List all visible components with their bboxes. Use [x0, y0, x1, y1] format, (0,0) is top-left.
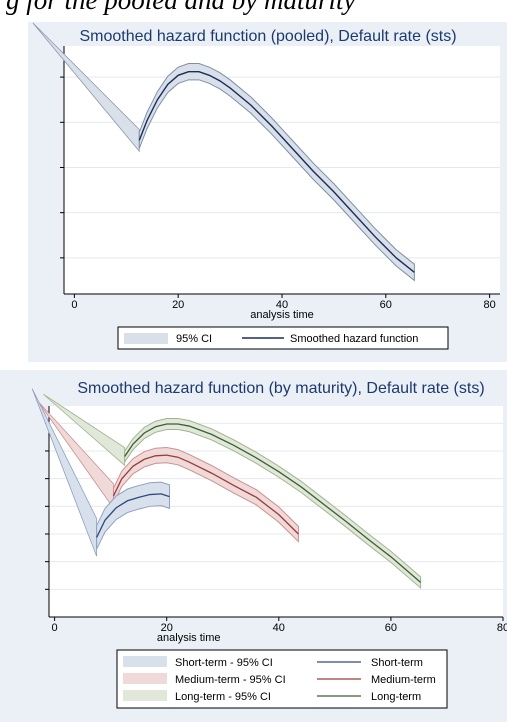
legend-swatch-ci: [123, 673, 167, 684]
legend-label-line: Short-term: [371, 657, 423, 669]
maturity-hazard-chart-svg: Smoothed hazard function (by maturity), …: [31, 380, 507, 709]
header-fragment-text: g for the pooled and by maturity: [6, 0, 356, 15]
maturity-hazard-chart: Smoothed hazard function (by maturity), …: [0, 370, 507, 722]
hazard-line: [138, 70, 415, 273]
legend-swatch-ci: [123, 690, 167, 701]
x-tick-label: 20: [161, 622, 173, 634]
legend-label-ci: Long-term - 95% CI: [175, 691, 271, 703]
x-tick-label: 20: [172, 299, 184, 311]
x-tick-label: 0: [52, 622, 58, 634]
legend-label-line: Medium-term: [371, 674, 436, 686]
legend-box: [116, 649, 448, 709]
x-tick-label: 80: [497, 622, 507, 634]
legend-label-ci: Short-term - 95% CI: [175, 657, 273, 669]
x-tick-label: 60: [385, 622, 397, 634]
ci-band: [124, 417, 422, 590]
x-tick-label: 60: [380, 299, 392, 311]
x-tick-label: 0: [71, 299, 77, 311]
x-axis-label: analysis time: [157, 632, 221, 644]
legend-label-ci: 95% CI: [176, 333, 212, 345]
legend-swatch-ci: [124, 333, 168, 344]
page-header-fragment: g for the pooled and by maturity: [0, 0, 507, 22]
pooled-hazard-chart: Smoothed hazard function (pooled), Defau…: [28, 22, 507, 362]
ci-band: [112, 447, 299, 543]
chart-title: Smoothed hazard function (pooled), Defau…: [79, 28, 456, 45]
legend-label-ci: Medium-term - 95% CI: [175, 674, 286, 686]
hazard-line: [96, 493, 170, 538]
x-axis-label: analysis time: [250, 309, 314, 321]
x-tick-label: 40: [273, 622, 285, 634]
x-tick-label: 80: [483, 299, 495, 311]
ci-band: [96, 481, 171, 550]
legend-label-line: Long-term: [371, 691, 421, 703]
plot-area: [64, 46, 500, 294]
legend-label-line: Smoothed hazard function: [290, 333, 418, 345]
legend-swatch-ci: [123, 656, 167, 667]
x-tick-label: 40: [276, 299, 288, 311]
hazard-line: [124, 423, 422, 583]
pooled-hazard-chart-svg: Smoothed hazard function (pooled), Defau…: [32, 22, 500, 350]
chart-title: Smoothed hazard function (by maturity), …: [77, 380, 484, 397]
hazard-line: [112, 454, 299, 535]
